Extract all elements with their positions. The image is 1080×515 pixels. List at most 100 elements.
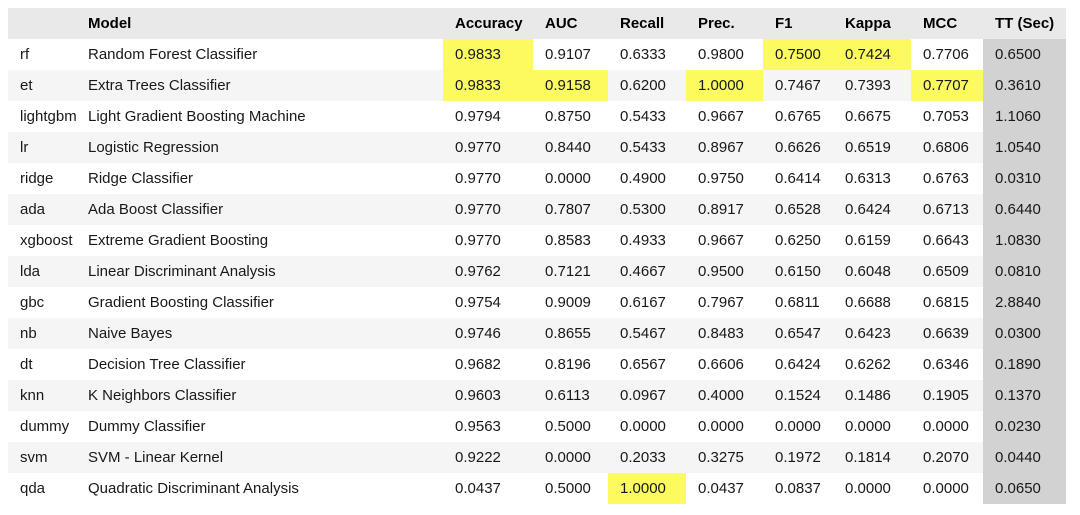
table-row-lightgbm: lightgbm Light Gradient Boosting Machine 0… (8, 101, 1066, 132)
training-time-cell: 1.0830 (983, 225, 1066, 256)
row-index-label: knn (8, 380, 76, 411)
row-index-label: xgboost (20, 232, 73, 249)
metric-cell-prec: 0.9800 (698, 46, 744, 63)
metric-cell-mcc: 0.2070 (911, 442, 983, 473)
column-header-prec: Prec. (686, 8, 763, 39)
metric-cell-f1: 0.7500 (763, 39, 833, 70)
metric-cell-recall: 0.0000 (620, 418, 666, 435)
metric-cell-f1: 0.7467 (763, 70, 833, 101)
metric-cell-prec: 0.7967 (698, 294, 744, 311)
row-index-label: lda (8, 256, 76, 287)
table-row-dummy: dummy Dummy Classifier 0.9563 0.5000 0.0000 0… (8, 411, 1066, 442)
metric-cell-kappa: 0.7424 (833, 39, 911, 70)
metric-cell-auc: 0.5000 (545, 480, 591, 497)
table-row-ridge: ridge Ridge Classifier 0.9770 0.0000 0.4900 0… (8, 163, 1066, 194)
metric-cell-mcc: 0.7707 (911, 70, 983, 101)
model-name-cell: Ada Boost Classifier (76, 194, 443, 225)
model-name-cell: K Neighbors Classifier (76, 380, 443, 411)
training-time-cell: 0.0650 (983, 473, 1066, 504)
table-row-rf: rf Random Forest Classifier 0.9833 0.9107 0.… (8, 39, 1066, 70)
metric-cell-kappa: 0.1486 (833, 380, 911, 411)
metric-cell-prec: 0.8917 (686, 194, 763, 225)
metric-cell-recall: 0.4933 (620, 232, 666, 249)
metric-cell-accuracy: 0.9563 (455, 418, 501, 435)
metric-cell-accuracy: 0.9682 (455, 356, 501, 373)
metric-cell-auc: 0.6113 (533, 380, 608, 411)
column-header-f1: F1 (763, 8, 833, 39)
metric-cell-recall: 0.5433 (608, 132, 686, 163)
row-index-label: svm (8, 442, 76, 473)
metric-cell-accuracy: 0.9746 (443, 318, 533, 349)
training-time-cell: 0.0440 (983, 442, 1066, 473)
metric-cell-recall: 0.0967 (608, 380, 686, 411)
metric-cell-prec: 0.0000 (698, 418, 744, 435)
metric-cell-prec: 1.0000 (686, 70, 763, 101)
training-time-cell: 0.3610 (983, 70, 1066, 101)
row-index-label: ada (8, 194, 76, 225)
training-time-cell: 0.1890 (983, 349, 1066, 380)
table-row-qda: qda Quadratic Discriminant Analysis 0.0437… (8, 473, 1066, 504)
row-index-label: gbc (20, 294, 45, 311)
model-name-cell: Extra Trees Classifier (76, 70, 443, 101)
metric-cell-kappa: 0.6424 (833, 194, 911, 225)
metric-cell-recall: 0.5300 (608, 194, 686, 225)
metric-cell-recall: 1.0000 (608, 473, 686, 504)
model-name-cell: Naive Bayes (76, 318, 443, 349)
row-index-label: dt (20, 356, 33, 373)
column-header-recall: Recall (608, 8, 686, 39)
metric-cell-f1: 0.6528 (763, 194, 833, 225)
metric-cell-recall: 0.6200 (608, 70, 686, 101)
metric-cell-prec: 0.3275 (686, 442, 763, 473)
training-time-cell: 0.6440 (983, 194, 1066, 225)
metric-cell-auc: 0.8655 (533, 318, 608, 349)
metric-cell-mcc: 0.0000 (923, 418, 969, 435)
metric-cell-recall: 0.6333 (620, 46, 666, 63)
column-header-model: Model (76, 8, 443, 39)
row-index-label: et (8, 70, 76, 101)
table-row-ada: ada Ada Boost Classifier 0.9770 0.7807 0.530… (8, 194, 1066, 225)
metric-cell-kappa: 0.6159 (845, 232, 891, 249)
training-time-cell: 1.1060 (983, 101, 1066, 132)
metric-cell-accuracy: 0.9770 (443, 194, 533, 225)
column-header-index (8, 8, 76, 39)
metric-cell-kappa: 0.6423 (833, 318, 911, 349)
metric-cell-prec: 0.4000 (686, 380, 763, 411)
metric-cell-f1: 0.6626 (763, 132, 833, 163)
metric-cell-mcc: 0.6639 (911, 318, 983, 349)
table-row-knn: knn K Neighbors Classifier 0.9603 0.6113 0.0… (8, 380, 1066, 411)
table-row-lr: lr Logistic Regression 0.9770 0.8440 0.5433 0… (8, 132, 1066, 163)
table-row-gbc: gbc Gradient Boosting Classifier 0.9754 0.9… (8, 287, 1066, 318)
metric-cell-mcc: 0.6346 (923, 356, 969, 373)
metric-cell-accuracy: 0.9770 (455, 232, 501, 249)
metric-cell-auc: 0.7121 (533, 256, 608, 287)
metric-cell-accuracy: 0.0437 (455, 480, 501, 497)
metric-cell-kappa: 0.6519 (833, 132, 911, 163)
metric-cell-f1: 0.0837 (775, 480, 821, 497)
metric-cell-accuracy: 0.9603 (443, 380, 533, 411)
column-header-auc: AUC (533, 8, 608, 39)
table-body: rf Random Forest Classifier 0.9833 0.9107 0.… (8, 39, 1066, 504)
header-row: Model Accuracy AUC Recall Prec. F1 Kappa MCC TT … (8, 8, 1066, 39)
metric-cell-prec: 0.8483 (686, 318, 763, 349)
model-name-cell: Gradient Boosting Classifier (88, 294, 274, 311)
metric-cell-recall: 0.6167 (620, 294, 666, 311)
model-name-cell: Random Forest Classifier (88, 46, 258, 63)
metric-cell-f1: 0.6150 (763, 256, 833, 287)
metric-cell-auc: 0.9107 (545, 46, 591, 63)
table-row-lda: lda Linear Discriminant Analysis 0.9762 0.7… (8, 256, 1066, 287)
model-name-cell: Logistic Regression (76, 132, 443, 163)
metric-cell-auc: 0.8750 (545, 108, 591, 125)
metric-cell-recall: 0.5433 (620, 108, 666, 125)
model-name-cell: SVM - Linear Kernel (76, 442, 443, 473)
model-name-cell: Light Gradient Boosting Machine (88, 108, 306, 125)
model-name-cell: Dummy Classifier (88, 418, 206, 435)
metric-cell-kappa: 0.6313 (845, 170, 891, 187)
metric-cell-prec: 0.9500 (686, 256, 763, 287)
metric-cell-accuracy: 0.9770 (443, 132, 533, 163)
metric-cell-accuracy: 0.9222 (443, 442, 533, 473)
metric-cell-f1: 0.6424 (775, 356, 821, 373)
table-row-xgboost: xgboost Extreme Gradient Boosting 0.9770 0.… (8, 225, 1066, 256)
metric-cell-auc: 0.8440 (533, 132, 608, 163)
metric-cell-kappa: 0.6048 (833, 256, 911, 287)
